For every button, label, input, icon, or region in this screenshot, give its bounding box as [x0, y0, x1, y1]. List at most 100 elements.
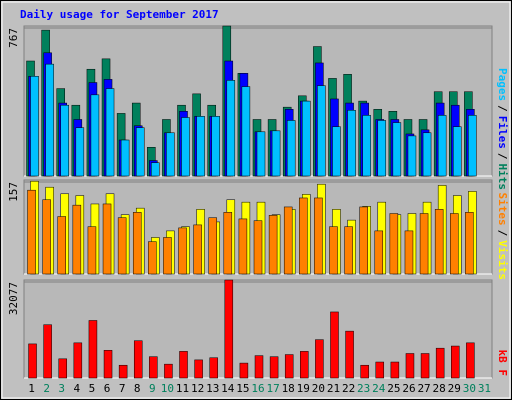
- bar: [377, 120, 387, 177]
- legend-entry: Hits: [496, 164, 509, 191]
- x-tick-label: 6: [104, 382, 111, 395]
- bar: [299, 197, 308, 275]
- x-tick-label: 1: [28, 382, 35, 395]
- bar: [332, 126, 341, 177]
- bar: [224, 279, 234, 379]
- bar: [420, 353, 430, 379]
- bar: [466, 342, 475, 379]
- x-tick-label: 31: [478, 382, 491, 395]
- legend-entry: Files: [496, 116, 509, 149]
- bar: [468, 115, 477, 177]
- x-tick-label: 15: [236, 382, 249, 395]
- x-tick-label: 10: [161, 382, 174, 395]
- x-tick-label: 5: [89, 382, 96, 395]
- x-tick-label: 18: [282, 382, 295, 395]
- bar: [256, 131, 266, 177]
- bar: [60, 104, 69, 177]
- bar: [315, 339, 324, 379]
- bar: [45, 63, 54, 177]
- bar: [302, 100, 311, 177]
- x-tick-label: 24: [372, 382, 386, 395]
- legend-separator: /: [496, 230, 509, 237]
- bar: [344, 226, 353, 275]
- bar: [226, 80, 236, 177]
- y-tick-label: 767: [7, 28, 20, 48]
- bar: [347, 110, 356, 177]
- legend-separator: /: [496, 153, 509, 160]
- bar: [179, 351, 188, 379]
- bar: [133, 340, 143, 379]
- bar: [223, 212, 233, 275]
- bar: [362, 115, 371, 177]
- x-tick-label: 14: [221, 382, 235, 395]
- bar: [286, 120, 296, 177]
- bar: [390, 361, 400, 379]
- x-tick-label: 28: [433, 382, 446, 395]
- bar: [72, 204, 82, 275]
- bar: [405, 353, 415, 379]
- bar: [208, 217, 217, 275]
- bar: [269, 356, 279, 379]
- bar: [465, 212, 474, 275]
- bar: [164, 363, 173, 379]
- x-tick-label: 9: [149, 382, 156, 395]
- bar: [43, 324, 52, 379]
- bar: [360, 364, 369, 379]
- x-tick-label: 17: [266, 382, 279, 395]
- bar: [58, 358, 67, 379]
- bar: [404, 230, 414, 275]
- bar: [42, 199, 51, 275]
- x-tick-label: 26: [402, 382, 415, 395]
- bar: [27, 189, 36, 275]
- x-tick-label: 29: [448, 382, 461, 395]
- x-tick-label: 11: [176, 382, 189, 395]
- bar: [254, 355, 264, 379]
- bar: [435, 347, 445, 379]
- bar: [392, 122, 402, 177]
- bar: [118, 364, 128, 379]
- y-tick-label: 157: [7, 182, 20, 202]
- x-tick-label: 4: [74, 382, 81, 395]
- bar: [209, 357, 218, 379]
- bar: [194, 359, 203, 379]
- bar: [193, 224, 202, 275]
- x-tick-label: 22: [342, 382, 355, 395]
- bar: [345, 330, 354, 379]
- legend-entry: Pages: [496, 68, 509, 101]
- bar: [241, 86, 251, 177]
- bar: [75, 127, 85, 177]
- bar: [117, 217, 127, 275]
- bar: [238, 218, 248, 275]
- bar: [374, 230, 384, 275]
- bar: [450, 213, 459, 275]
- x-tick-label: 19: [297, 382, 310, 395]
- bar: [88, 320, 98, 379]
- legend: Sites / Visits: [496, 193, 509, 281]
- bar: [196, 116, 205, 177]
- bar: [314, 197, 323, 275]
- bar: [90, 94, 100, 177]
- bar: [178, 227, 187, 275]
- bar: [149, 356, 158, 379]
- bar: [268, 215, 278, 275]
- x-tick-label: 13: [206, 382, 219, 395]
- bar: [359, 206, 368, 275]
- bar: [151, 162, 160, 177]
- x-tick-label: 27: [417, 382, 430, 395]
- bar: [407, 135, 417, 177]
- bar: [329, 226, 338, 275]
- legend: kB F: [496, 350, 509, 377]
- bar: [120, 139, 130, 177]
- chart-title: Daily usage for September 2017: [20, 8, 219, 21]
- bar: [148, 241, 157, 275]
- legend-entry: Sites: [496, 193, 509, 226]
- x-tick-label: 23: [357, 382, 370, 395]
- bar: [163, 237, 172, 275]
- x-tick-label: 7: [119, 382, 126, 395]
- bar: [375, 361, 385, 379]
- bar: [102, 203, 112, 275]
- bar: [434, 209, 444, 275]
- x-tick-label: 25: [387, 382, 400, 395]
